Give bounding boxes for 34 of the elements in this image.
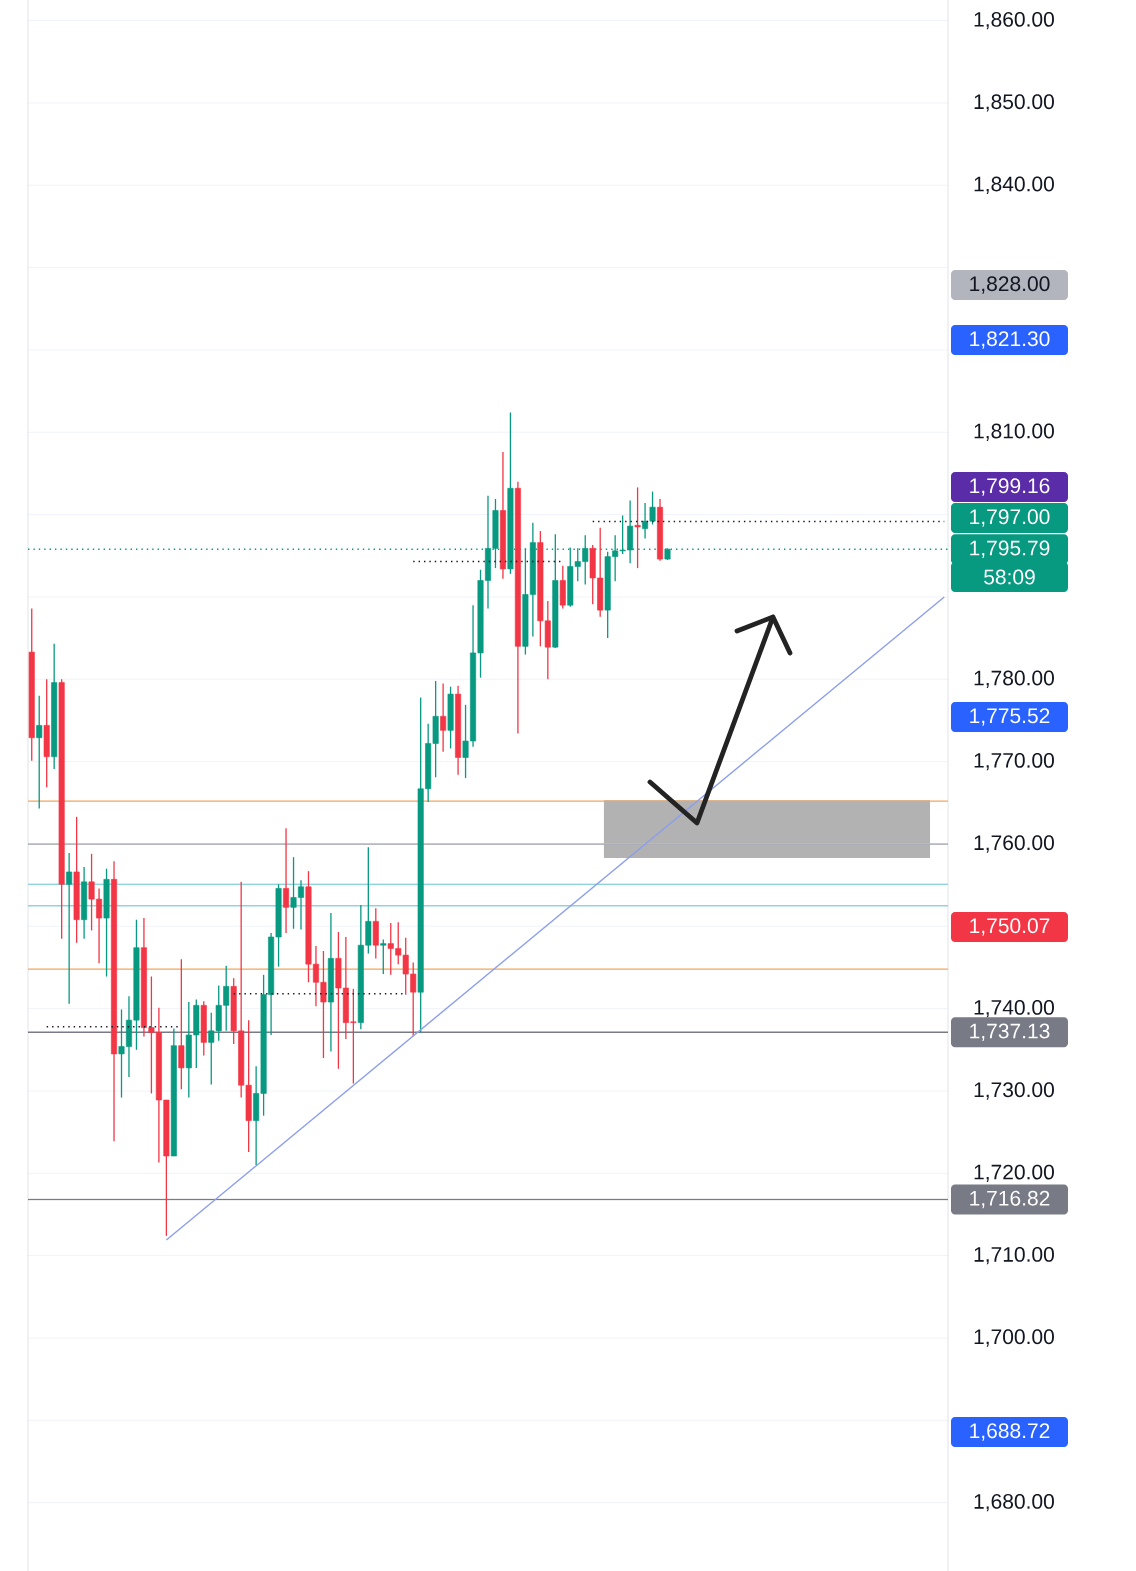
y-tick-label: 1,860.00 [974, 11, 1054, 30]
y-tick-label: 1,810.00 [974, 423, 1054, 441]
candlestick [642, 502, 649, 540]
candlestick [440, 682, 447, 753]
candlestick [372, 907, 379, 960]
candlestick [283, 827, 290, 934]
y-tick-label: 1,720.00 [974, 1164, 1054, 1182]
ref-line-label: 1,795.79 [970, 540, 1050, 558]
text: 1,750.07 [970, 918, 1050, 936]
y-tick-label: 1,770.00 [974, 752, 1054, 771]
text: 1,821.30 [970, 331, 1050, 349]
candlestick [380, 938, 387, 975]
candlestick [634, 486, 641, 569]
text: 1,799.16 [970, 478, 1050, 496]
y-tick-label: 1,710.00 [974, 1246, 1054, 1265]
y-tick-label: 1,850.00 [974, 94, 1054, 112]
y-tick-label: 1,760.00 [974, 835, 1054, 853]
text: 1,775.52 [970, 708, 1050, 726]
candlestick [649, 490, 656, 526]
text: 1,797.00 [970, 509, 1050, 527]
text: 1,828.00 [970, 276, 1050, 294]
y-tick-label: 1,840.00 [974, 176, 1054, 194]
y-tick-label: 1,700.00 [974, 1329, 1054, 1347]
ref-line-label: 1,716.82 [970, 1190, 1050, 1209]
candlestick [66, 852, 73, 1005]
y-tick-label: 1,740.00 [974, 999, 1054, 1018]
y-tick-label: 1,780.00 [974, 670, 1054, 688]
y-tick-label: 1,680.00 [974, 1493, 1054, 1512]
candlestick [36, 695, 43, 810]
ref-line-label: 1,737.13 [970, 1023, 1050, 1041]
candlestick [178, 958, 185, 1090]
text: 58:09 [984, 569, 1035, 585]
y-tick-label: 1,730.00 [974, 1082, 1054, 1100]
text: 1,688.72 [970, 1423, 1050, 1441]
